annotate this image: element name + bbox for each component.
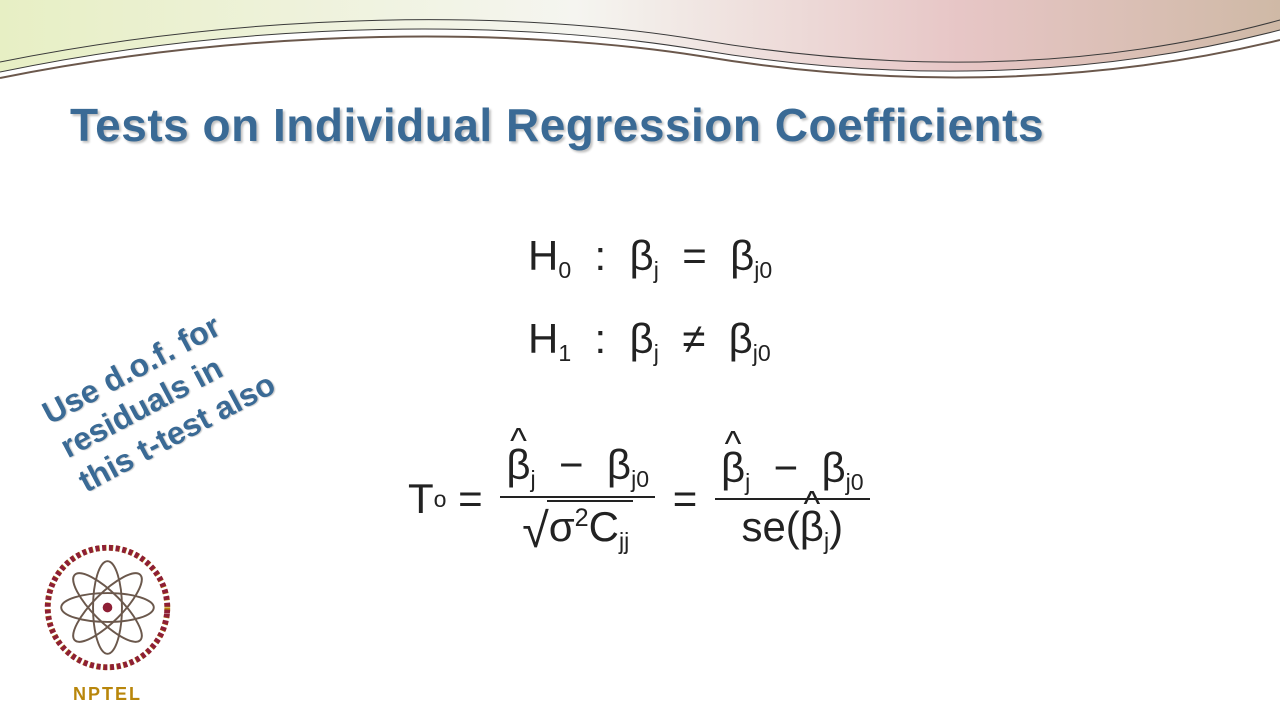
h1-lhs: β bbox=[630, 315, 654, 362]
h0-lhs-sub: j bbox=[654, 257, 659, 283]
h0-rel: = bbox=[682, 232, 707, 279]
hypothesis-h1: H1 : βj ≠ βj0 bbox=[528, 315, 771, 367]
f1-num-beta-hat: β bbox=[506, 440, 530, 490]
h1-lhs-sub: j bbox=[654, 340, 659, 366]
nptel-label: NPTEL bbox=[30, 684, 185, 705]
diagonal-note: Use d.o.f. for residuals in this t-test … bbox=[36, 248, 373, 500]
header-swoosh bbox=[0, 0, 1280, 90]
f1-num-b: β bbox=[607, 441, 631, 488]
h0-rhs: β bbox=[730, 232, 754, 279]
hypothesis-h0: H0 : βj = βj0 bbox=[528, 232, 772, 284]
h0-rhs-sub: j0 bbox=[754, 257, 772, 283]
sigma: σ bbox=[549, 503, 575, 550]
f2-num-a-sub: j bbox=[745, 469, 750, 495]
h0-sub: 0 bbox=[558, 257, 571, 283]
t-lhs: T bbox=[408, 475, 434, 523]
f2-num-b-sub: j0 bbox=[846, 469, 864, 495]
eq2: = bbox=[673, 475, 698, 523]
h1-H: H bbox=[528, 315, 558, 362]
se-close: ) bbox=[829, 503, 843, 550]
t-lhs-sub: o bbox=[434, 486, 447, 513]
h1-rhs-sub: j0 bbox=[753, 340, 771, 366]
C: C bbox=[589, 503, 619, 550]
f2-minus: − bbox=[774, 444, 799, 491]
h0-H: H bbox=[528, 232, 558, 279]
h0-lhs: β bbox=[630, 232, 654, 279]
f2-num-beta-hat: β bbox=[721, 443, 745, 493]
t-statistic: To = βj − βj0 √ σ2Cjj = βj bbox=[408, 440, 876, 559]
f1-num-b-sub: j0 bbox=[631, 466, 649, 492]
fraction-1: βj − βj0 √ σ2Cjj bbox=[500, 440, 655, 559]
f1-num-a-sub: j bbox=[531, 466, 536, 492]
nptel-logo: NPTEL bbox=[30, 540, 185, 705]
se-beta-hat: β bbox=[800, 502, 824, 552]
f1-minus: − bbox=[559, 441, 584, 488]
eq1: = bbox=[458, 475, 483, 523]
slide-title: Tests on Individual Regression Coefficie… bbox=[70, 98, 1260, 152]
nptel-logo-icon bbox=[40, 540, 175, 675]
se-open: se( bbox=[741, 503, 799, 550]
f2-num-b: β bbox=[821, 444, 845, 491]
h1-sub: 1 bbox=[558, 340, 571, 366]
h1-rhs: β bbox=[729, 315, 753, 362]
sigma-sq: 2 bbox=[575, 504, 589, 532]
C-sub: jj bbox=[619, 528, 629, 554]
slide: Tests on Individual Regression Coefficie… bbox=[0, 0, 1280, 720]
h1-rel: ≠ bbox=[682, 315, 705, 362]
sqrt: √ σ2Cjj bbox=[522, 500, 633, 556]
fraction-2: βj − βj0 se(βj) bbox=[715, 443, 870, 557]
